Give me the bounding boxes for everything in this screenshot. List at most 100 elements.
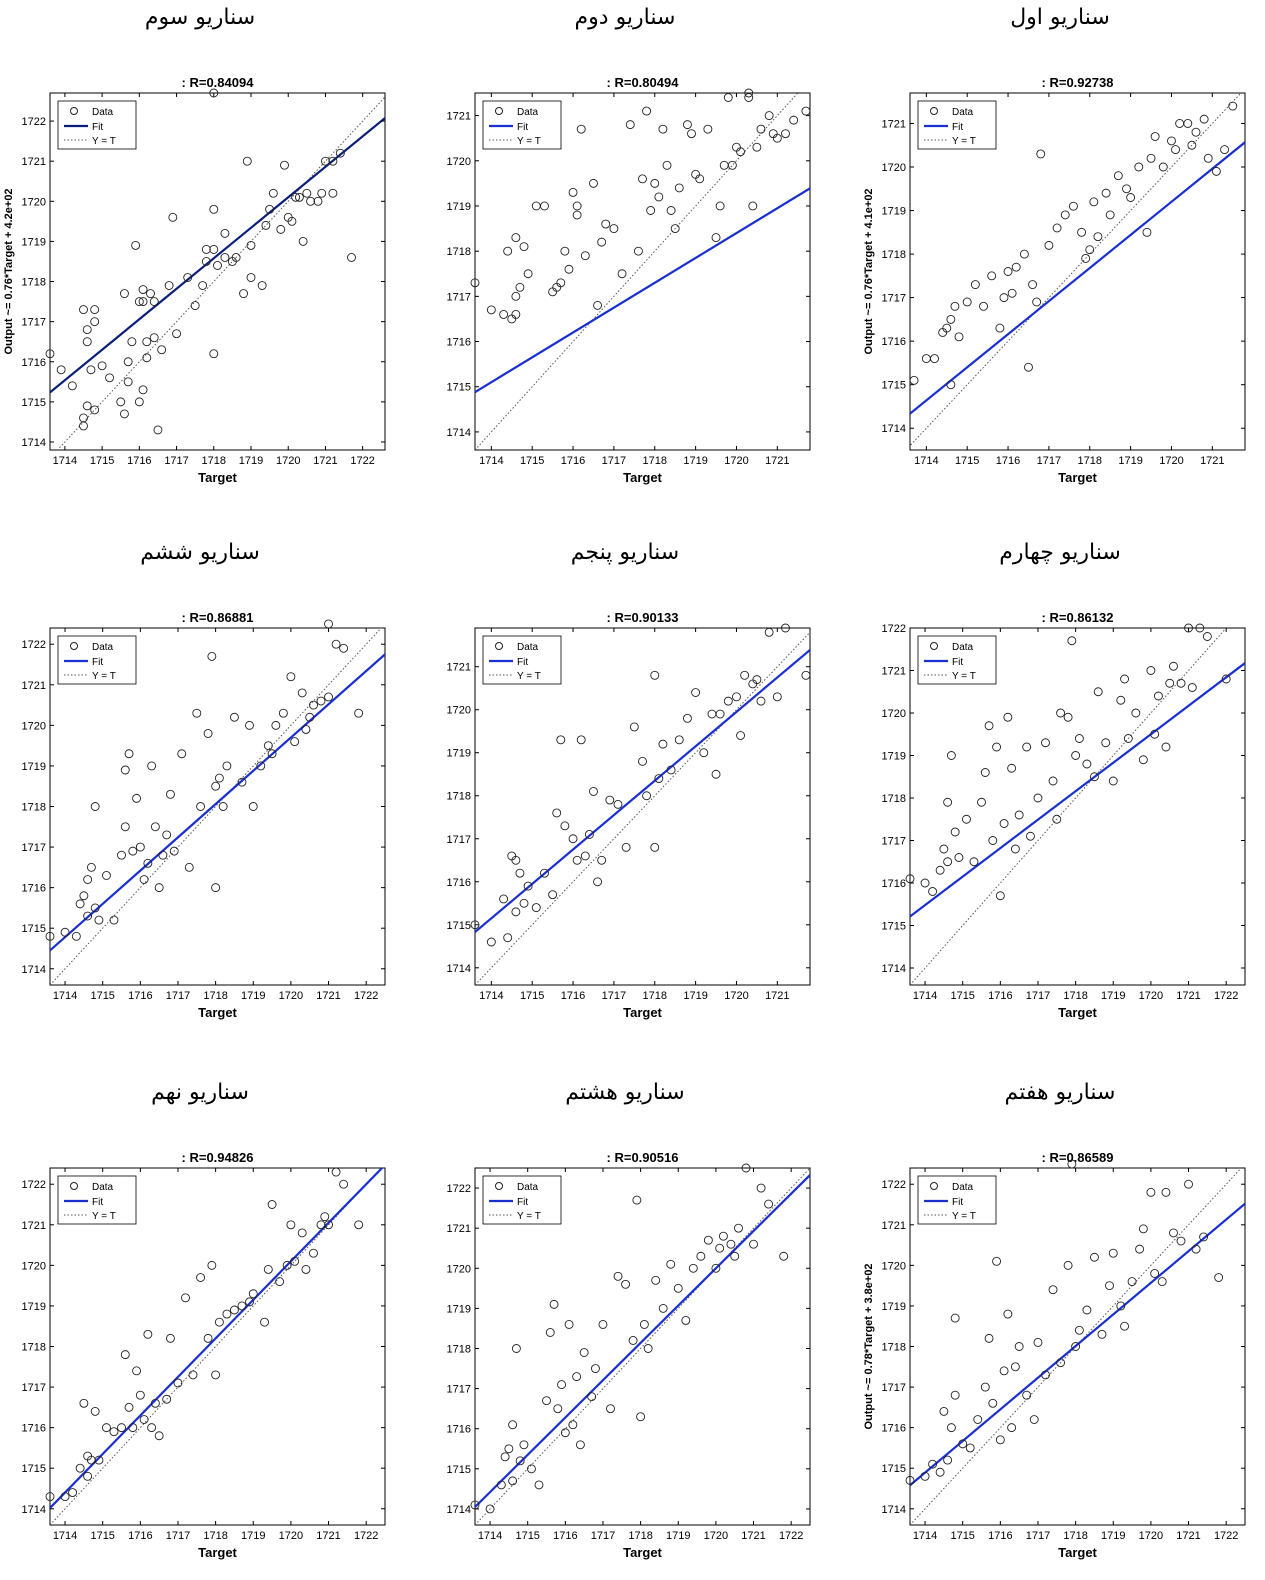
y-tick-label: 1716	[882, 1423, 906, 1435]
y-tick-label: 1714	[882, 1504, 906, 1516]
chart-title: : R=0.86589	[1042, 1150, 1114, 1165]
x-tick-label: 1719	[1101, 1530, 1125, 1542]
legend-label: Data	[92, 1182, 114, 1193]
x-tick-label: 1720	[276, 455, 300, 467]
x-tick-label: 1716	[127, 455, 151, 467]
legend-label: Data	[92, 642, 114, 653]
y-tick-label: 1715	[447, 1464, 471, 1476]
chart-panel: سناریو پنجم: R=0.90133 1714 1715 1716 1717 17…	[425, 540, 825, 1040]
legend: Data Fit Y = T	[58, 101, 136, 149]
y-tick-label: 1717	[447, 291, 471, 303]
y-axis-label: Output ~= 0.76*Target + 4.1e+02	[863, 188, 875, 354]
y-tick-label: 1715	[447, 920, 471, 932]
legend-label: Data	[952, 1182, 974, 1193]
y-tick-label: 1717	[447, 834, 471, 846]
scenario-caption: سناریو پنجم	[425, 540, 825, 565]
y-tick-label: 1714	[447, 427, 471, 439]
x-tick-label: 1720	[724, 455, 748, 467]
x-tick-label: 1716	[561, 455, 585, 467]
x-axis-label: Target	[198, 1545, 237, 1560]
x-tick-label: 1719	[683, 455, 707, 467]
chart-title: : R=0.86881	[182, 610, 254, 625]
x-tick-label: 1717	[602, 990, 626, 1002]
scenario-caption: سناریو ششم	[0, 540, 400, 565]
x-tick-label: 1719	[683, 990, 707, 1002]
x-tick-label: 1714	[913, 1530, 937, 1542]
x-tick-label: 1719	[241, 990, 265, 1002]
legend-label: Data	[952, 642, 974, 653]
chart-panel: سناریو نهم: R=0.94826 1714 1715 1716 1717 171…	[0, 1080, 400, 1580]
scatter-chart: : R=0.804941714 1715 1716 1717 1718 1719 1720 1…	[425, 45, 825, 485]
x-tick-label: 1716	[988, 990, 1012, 1002]
legend: Data Fit Y = T	[58, 1176, 136, 1224]
legend-label: Y = T	[517, 1211, 541, 1222]
y-tick-label: 1721	[882, 118, 906, 130]
x-axis-label: Target	[1058, 1545, 1097, 1560]
x-axis-label: Target	[198, 1005, 237, 1020]
y-tick-label: 1722	[22, 639, 46, 651]
y-tick-label: 1719	[22, 236, 46, 248]
x-tick-label: 1718	[203, 990, 227, 1002]
x-tick-label: 1722	[354, 990, 378, 1002]
legend-label: Fit	[952, 122, 963, 133]
legend-label: Y = T	[517, 671, 541, 682]
y-tick-label: 1720	[882, 162, 906, 174]
y-tick-label: 1716	[22, 357, 46, 369]
y-tick-label: 1721	[447, 111, 471, 123]
y-tick-label: 1722	[882, 623, 906, 635]
x-tick-label: 1718	[202, 455, 226, 467]
x-tick-label: 1718	[643, 990, 667, 1002]
x-tick-label: 1717	[1037, 455, 1061, 467]
data-point	[325, 620, 333, 628]
x-tick-label: 1718	[1063, 1530, 1087, 1542]
x-tick-label: 1715	[520, 455, 544, 467]
scatter-chart: : R=0.868811714 1715 1716 1717 1718 1719 1720 1…	[0, 580, 400, 1020]
scatter-chart: : R=0.948261714 1715 1716 1717 1718 1719 1720 1…	[0, 1120, 400, 1560]
x-tick-label: 1719	[666, 1530, 690, 1542]
y-tick-label: 1719	[882, 1301, 906, 1313]
y-tick-label: 1720	[22, 1260, 46, 1272]
y-tick-label: 1718	[22, 277, 46, 289]
x-tick-label: 1718	[643, 455, 667, 467]
x-tick-label: 1720	[724, 990, 748, 1002]
x-axis-label: Target	[198, 470, 237, 485]
scenario-caption: سناریو اول	[860, 5, 1260, 30]
x-tick-label: 1715	[520, 990, 544, 1002]
chart-panel: سناریو چهارم: R=0.86132 1714 1715 1716 1717 1…	[860, 540, 1260, 1040]
chart-panel: سناریو دوم: R=0.80494 1714 1715 1716 1717 171…	[425, 5, 825, 505]
y-tick-label: 1721	[882, 1220, 906, 1232]
chart-title: : R=0.90133	[607, 610, 679, 625]
y-tick-label: 1720	[447, 1263, 471, 1275]
y-tick-label: 1716	[447, 1424, 471, 1436]
legend-label: Fit	[92, 657, 103, 668]
y-tick-label: 1722	[22, 116, 46, 128]
scatter-chart: : R=0.901331714 1715 1716 1717 1718 1719 1720 1…	[425, 580, 825, 1020]
y-axis-label: Output ~= 0.76*Target + 4.2e+02	[3, 188, 15, 354]
x-axis-label: Target	[623, 1545, 662, 1560]
x-tick-label: 1721	[741, 1530, 765, 1542]
x-tick-label: 1721	[1200, 455, 1224, 467]
x-tick-label: 1721	[1176, 1530, 1200, 1542]
x-tick-label: 1722	[354, 1530, 378, 1542]
legend-label: Data	[517, 107, 539, 118]
y-tick-label: 1714	[22, 964, 46, 976]
legend: Data Fit Y = T	[918, 1176, 996, 1224]
y-tick-label: 1716	[882, 878, 906, 890]
x-tick-label: 1720	[1139, 990, 1163, 1002]
y-tick-label: 1719	[447, 1303, 471, 1315]
x-tick-label: 1714	[53, 990, 77, 1002]
y-tick-label: 1721	[22, 156, 46, 168]
y-tick-label: 1720	[22, 196, 46, 208]
y-tick-label: 1715	[447, 382, 471, 394]
x-tick-label: 1716	[128, 990, 152, 1002]
y-tick-label: 1720	[882, 1260, 906, 1272]
y-tick-label: 1715	[882, 921, 906, 933]
x-tick-label: 1718	[203, 1530, 227, 1542]
x-axis-label: Target	[623, 1005, 662, 1020]
y-tick-label: 1719	[22, 1301, 46, 1313]
scatter-chart: : R=0.861321714 1715 1716 1717 1718 1719 1720 1…	[860, 580, 1260, 1020]
x-tick-label: 1715	[90, 455, 114, 467]
x-tick-label: 1720	[1139, 1530, 1163, 1542]
x-tick-label: 1721	[1176, 990, 1200, 1002]
legend-label: Data	[517, 1182, 539, 1193]
